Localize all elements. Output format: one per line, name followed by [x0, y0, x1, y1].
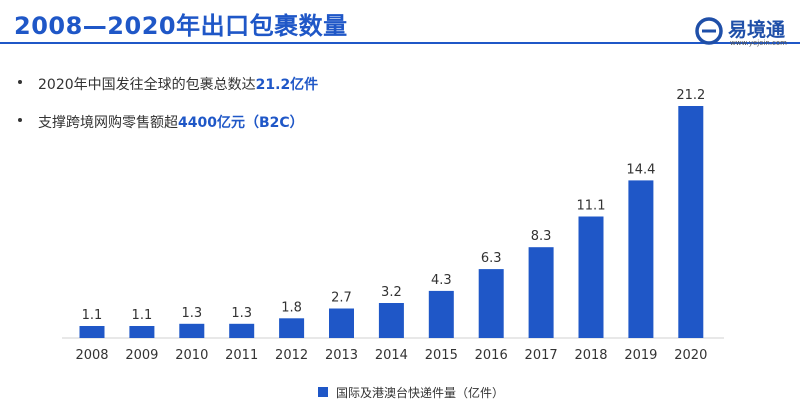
slide-title: 2008—2020年出口包裹数量	[14, 12, 348, 40]
data-label-2015: 4.3	[431, 273, 452, 288]
x-tick-2014: 2014	[375, 348, 408, 363]
legend-swatch	[318, 387, 328, 397]
data-label-2018: 11.1	[577, 199, 606, 214]
x-tick-2011: 2011	[225, 348, 258, 363]
bullet-dot	[18, 80, 22, 84]
bar-2014	[378, 303, 404, 338]
data-label-2008: 1.1	[82, 308, 103, 323]
logo-e-icon	[695, 17, 723, 45]
x-tick-2015: 2015	[425, 348, 458, 363]
bar-2009	[129, 326, 155, 338]
data-label-2012: 1.8	[281, 300, 302, 315]
x-tick-2017: 2017	[525, 348, 558, 363]
bar-2016	[478, 269, 504, 338]
bar-2018	[578, 216, 604, 338]
title-divider	[0, 42, 800, 44]
bar-2013	[329, 308, 354, 338]
bullet-dot	[18, 118, 22, 122]
x-tick-2019: 2019	[624, 348, 657, 363]
bar-2019	[628, 180, 654, 338]
logo-name: 易境通	[728, 19, 786, 41]
bar-2017	[528, 247, 554, 338]
x-tick-2020: 2020	[674, 348, 707, 363]
x-tick-2009: 2009	[125, 348, 158, 363]
x-tick-2013: 2013	[325, 348, 358, 363]
bullet-item: 2020年中国发往全球的包裹总数达21.2亿件	[18, 74, 319, 112]
x-tick-2018: 2018	[574, 348, 607, 363]
bullet-highlight: 21.2亿件	[255, 77, 319, 93]
data-label-2016: 6.3	[481, 251, 502, 266]
data-label-2013: 2.7	[331, 291, 352, 306]
x-tick-2010: 2010	[175, 348, 208, 363]
bar-2012	[279, 318, 305, 338]
bullet-list: 2020年中国发往全球的包裹总数达21.2亿件 支撑跨境网购零售额超4400亿元…	[18, 74, 319, 150]
x-tick-2008: 2008	[75, 348, 108, 363]
legend-label: 国际及港澳台快递件量（亿件）	[336, 386, 505, 400]
bullet-text: 2020年中国发往全球的包裹总数达	[38, 77, 256, 93]
brand-logo: 易境通 www.yejoin.com	[694, 14, 794, 50]
bullet-highlight: 4400亿元（B2C）	[178, 115, 304, 131]
data-label-2010: 1.3	[181, 306, 202, 321]
logo-url: www.yejoin.com	[730, 39, 787, 47]
bar-2011	[229, 323, 255, 338]
data-label-2017: 8.3	[531, 229, 552, 244]
data-label-2009: 1.1	[132, 308, 153, 323]
bar-2015	[428, 290, 454, 338]
data-label-2011: 1.3	[231, 306, 252, 321]
x-tick-2016: 2016	[475, 348, 508, 363]
bar-2008	[79, 326, 105, 338]
bullet-item: 支撑跨境网购零售额超4400亿元（B2C）	[18, 112, 318, 150]
bullet-text: 支撑跨境网购零售额超	[38, 115, 178, 131]
data-label-2019: 14.4	[626, 162, 655, 177]
bar-2020	[678, 106, 704, 338]
data-label-2020: 21.2	[676, 88, 705, 103]
data-label-2014: 3.2	[381, 285, 402, 300]
x-tick-2012: 2012	[275, 348, 308, 363]
bar-2010	[179, 323, 205, 338]
